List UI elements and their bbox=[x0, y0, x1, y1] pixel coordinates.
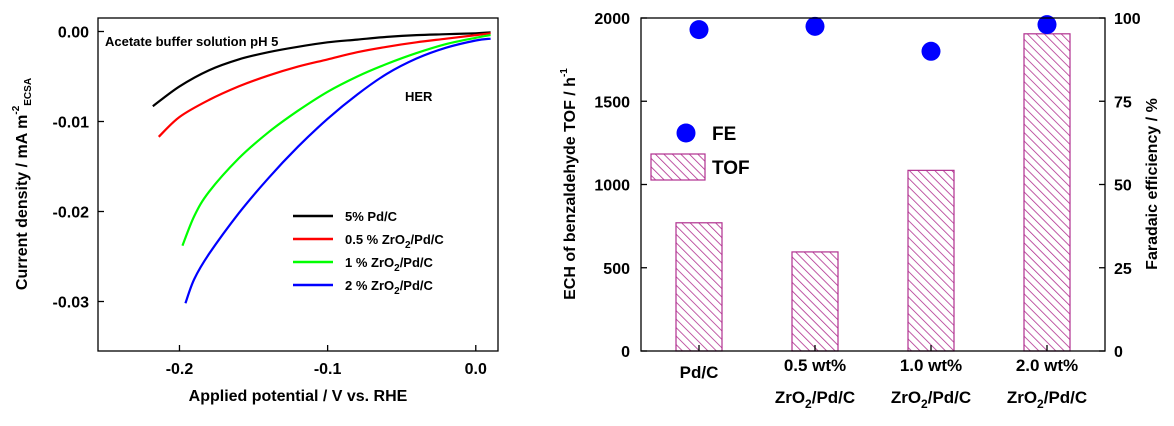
y2-tick-label: 100 bbox=[1114, 11, 1141, 28]
fe-dot bbox=[921, 41, 941, 61]
current-density-chart: -0.2 -0.1 0.0 0.00 -0.01 -0.02 -0.03 Acetate … bbox=[11, 17, 499, 405]
y-tick-label: -0.03 bbox=[53, 295, 90, 312]
series-lines bbox=[152, 31, 491, 304]
plot-frame bbox=[97, 17, 499, 352]
tof-bar bbox=[791, 251, 839, 352]
tof-bar bbox=[907, 169, 955, 352]
y-tick-label: 0.00 bbox=[58, 25, 89, 42]
y2-tick-label: 50 bbox=[1114, 178, 1132, 195]
fe-dot bbox=[1037, 15, 1057, 35]
left-y-axis-ticks: 0 500 1000 1500 2000 bbox=[594, 11, 647, 361]
legend-label: 0.5 % ZrO2/Pd/C bbox=[345, 232, 444, 251]
legend-label: 1 % ZrO2/Pd/C bbox=[345, 255, 434, 274]
y-tick-label: -0.01 bbox=[53, 115, 90, 132]
category-label-line2: ZrO2/Pd/C bbox=[891, 388, 971, 411]
y2-tick-label: 75 bbox=[1114, 94, 1132, 111]
category-label: 0.5 wt% bbox=[784, 356, 846, 375]
legend-right: FE TOF bbox=[650, 123, 750, 181]
left-y-axis-label: ECH of benzaldehyde TOF / h-1 bbox=[559, 68, 579, 300]
category-label: 2.0 wt% bbox=[1016, 356, 1078, 375]
category-labels: Pd/C 0.5 wt% ZrO2/Pd/C 1.0 wt% ZrO2/Pd/C 2.0 … bbox=[680, 345, 1087, 411]
y-tick-label: 0 bbox=[621, 344, 630, 361]
tof-bar bbox=[1023, 33, 1071, 352]
x-tick-label: 0.0 bbox=[465, 361, 487, 378]
y-tick-label: 500 bbox=[603, 261, 630, 278]
fe-dots bbox=[689, 15, 1057, 61]
x-tick-label: -0.1 bbox=[314, 361, 342, 378]
fe-dot bbox=[689, 20, 709, 40]
series-line bbox=[152, 31, 491, 108]
category-label: Pd/C bbox=[680, 363, 719, 382]
tof-bars bbox=[675, 33, 1071, 352]
legend-label: 5% Pd/C bbox=[345, 209, 398, 224]
y-axis-label: Current density / mA m-2ECSA bbox=[11, 78, 34, 290]
her-label: HER bbox=[405, 89, 433, 104]
tof-fe-chart: 0 500 1000 1500 2000 0 25 50 75 100 Pd/C 0.5 wt% Z… bbox=[559, 11, 1161, 411]
series-line bbox=[184, 37, 491, 304]
legend-fe-marker bbox=[676, 123, 696, 143]
x-tick-label: -0.2 bbox=[166, 361, 194, 378]
right-y-axis-label: Faradaic efficiency / % bbox=[1144, 98, 1161, 270]
series-line bbox=[181, 34, 491, 247]
legend-tof-swatch bbox=[650, 153, 706, 181]
y-tick-label: -0.02 bbox=[53, 205, 90, 222]
fe-dot bbox=[805, 16, 825, 36]
series-line bbox=[157, 32, 491, 138]
tof-bar bbox=[675, 222, 723, 352]
y-tick-label: 2000 bbox=[594, 11, 630, 28]
legend-label: 2 % ZrO2/Pd/C bbox=[345, 278, 434, 297]
y2-tick-label: 0 bbox=[1114, 344, 1123, 361]
category-label-line2: ZrO2/Pd/C bbox=[775, 388, 855, 411]
x-axis-ticks: -0.2 -0.1 0.0 bbox=[166, 345, 487, 378]
category-label-line2: ZrO2/Pd/C bbox=[1007, 388, 1087, 411]
y2-tick-label: 25 bbox=[1114, 261, 1132, 278]
category-label: 1.0 wt% bbox=[900, 356, 962, 375]
legend-fe-label: FE bbox=[712, 124, 736, 145]
right-y-axis-ticks: 0 25 50 75 100 bbox=[1099, 11, 1141, 361]
y-axis-ticks: 0.00 -0.01 -0.02 -0.03 bbox=[53, 25, 104, 312]
y-tick-label: 1500 bbox=[594, 94, 630, 111]
y-tick-label: 1000 bbox=[594, 178, 630, 195]
x-axis-label: Applied potential / V vs. RHE bbox=[189, 388, 408, 405]
legend: 5% Pd/C 0.5 % ZrO2/Pd/C 1 % ZrO2/Pd/C 2 % Z… bbox=[293, 209, 444, 297]
condition-annotation: Acetate buffer solution pH 5 bbox=[105, 34, 278, 49]
legend-tof-label: TOF bbox=[712, 158, 750, 179]
